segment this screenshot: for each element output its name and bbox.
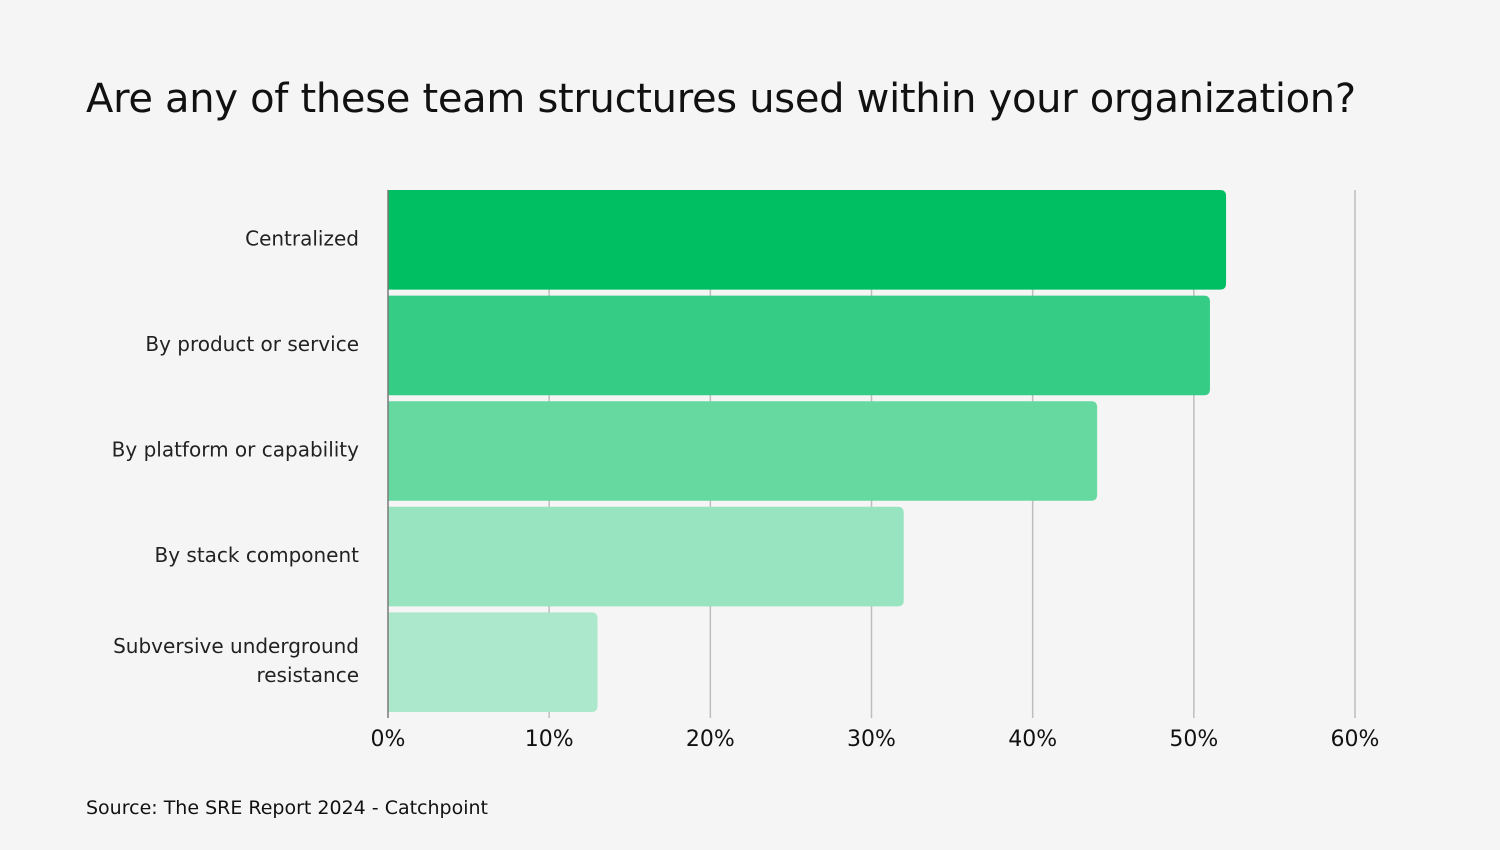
- category-label: By product or service: [145, 332, 359, 356]
- x-tick-label: 60%: [1331, 727, 1380, 752]
- source-note: Source: The SRE Report 2024 - Catchpoint: [86, 797, 488, 819]
- category-label: By platform or capability: [112, 438, 359, 462]
- category-label: Centralized: [245, 226, 359, 250]
- x-tick-label: 50%: [1169, 727, 1218, 752]
- x-tick-label: 40%: [1008, 727, 1057, 752]
- bar: [388, 190, 1227, 290]
- bar: [388, 295, 1210, 396]
- category-label: By stack component: [154, 543, 359, 567]
- bar: [388, 401, 1098, 501]
- x-tick-label: 0%: [371, 727, 406, 752]
- chart-title: Are any of these team structures used wi…: [86, 76, 1356, 122]
- category-label: Subversive underground: [113, 634, 359, 658]
- category-labels: Centralized By product or service By platf…: [112, 226, 359, 687]
- bar: [388, 612, 598, 712]
- category-label: resistance: [256, 663, 359, 687]
- x-tick-label: 10%: [525, 727, 574, 752]
- bar: [388, 506, 904, 607]
- x-tick-labels: 0% 10% 20% 30% 40% 50% 60%: [371, 727, 1380, 752]
- bars: [388, 190, 1227, 712]
- x-tick-label: 20%: [686, 727, 735, 752]
- x-tick-label: 30%: [847, 727, 896, 752]
